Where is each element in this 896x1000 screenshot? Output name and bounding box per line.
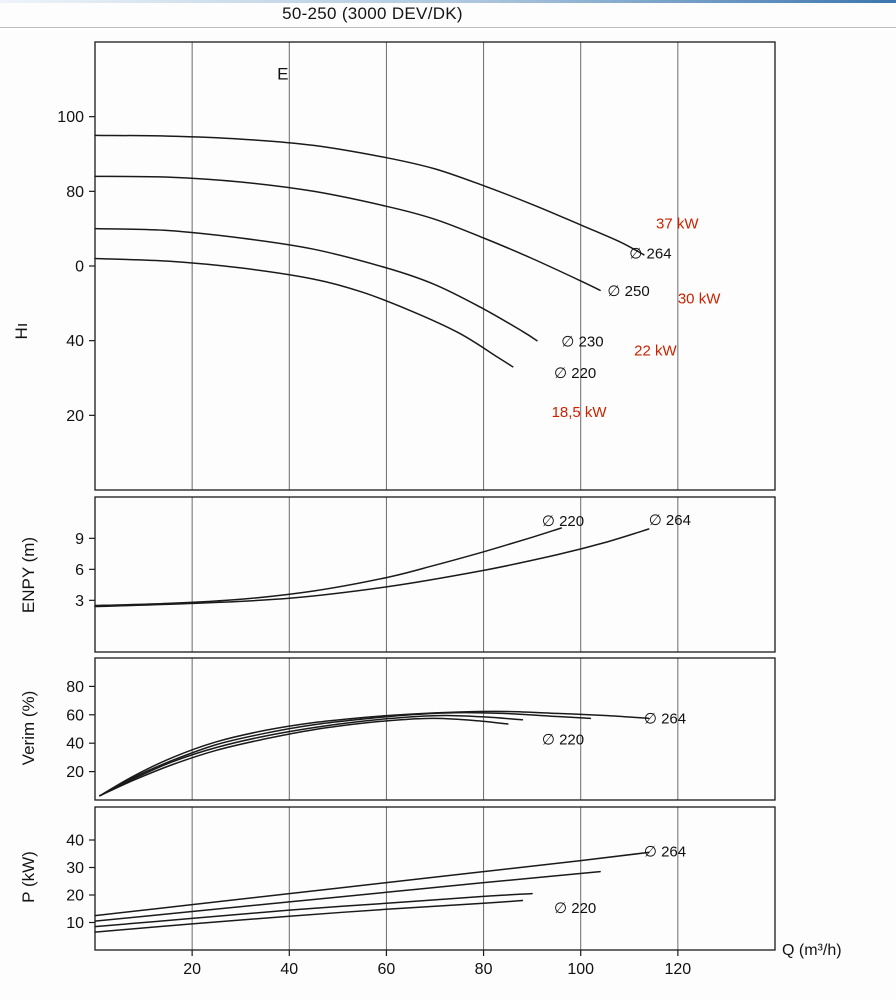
series-curve-d220 <box>94 527 563 607</box>
x-tick-label: 20 <box>183 961 201 978</box>
y-axis-label-power: P (kW) <box>19 851 38 903</box>
y-axis-label-npsh: ENPY (m) <box>19 536 38 614</box>
y-tick-label: 40 <box>66 736 84 753</box>
series-curve-d220 <box>94 257 514 368</box>
y-tick-label: 9 <box>75 531 84 548</box>
x-tick-label: 120 <box>665 961 692 978</box>
y-tick-label: 6 <box>75 562 84 579</box>
y-tick-label: 40 <box>66 833 84 850</box>
x-tick-label: 60 <box>378 961 396 978</box>
power-rating-label: 37 kW <box>656 216 699 233</box>
y-axis-label-efficiency: Verim (%) <box>19 690 38 766</box>
y-tick-label: 80 <box>66 679 84 696</box>
series-curve-d264 <box>94 134 645 256</box>
diameter-label: ∅ 264 <box>629 246 671 263</box>
y-tick-label: 20 <box>66 764 84 781</box>
top-accent-bar <box>0 0 896 3</box>
diameter-label: ∅ 220 <box>542 513 584 530</box>
power-rating-label: 30 kW <box>678 290 721 307</box>
y-tick-label: 60 <box>66 707 84 724</box>
y-axis-label-head: Hı <box>12 322 31 340</box>
x-tick-label: 100 <box>567 961 594 978</box>
chart-title: 50-250 (3000 DEV/DK) <box>282 4 463 23</box>
x-tick-label: 80 <box>475 961 493 978</box>
x-tick-label: 40 <box>280 961 298 978</box>
diameter-label: ∅ 220 <box>554 900 596 917</box>
power-rating-label: 18,5 kW <box>552 404 608 421</box>
panel-border <box>94 806 776 951</box>
y-tick-label: 80 <box>66 184 84 201</box>
y-tick-label: 30 <box>66 860 84 877</box>
title-underline <box>0 27 896 28</box>
y-tick-label: 40 <box>66 333 84 350</box>
series-curve-d220 <box>94 899 524 933</box>
diameter-label: ∅ 264 <box>644 710 686 727</box>
diameter-label: ∅ 264 <box>649 512 691 529</box>
x-axis-label: Q (m³/h) <box>782 942 842 959</box>
y-tick-label: 3 <box>75 593 84 610</box>
y-tick-label: 10 <box>66 915 84 932</box>
series-curve-d230 <box>99 714 524 797</box>
panel-power: 40 30 20 10 ∅ 264 ∅ 220 <box>66 806 776 951</box>
y-tick-label: 0 <box>75 259 84 276</box>
diameter-label: ∅ 230 <box>561 333 603 350</box>
panel-head: 100 80 0 40 20 E ∅ 264 ∅ 250 ∅ 230 ∅ 220 37 kW 30 k… <box>57 41 776 491</box>
series-curve-d230 <box>94 227 538 342</box>
series-curve-d250 <box>94 175 601 292</box>
panel-border <box>94 496 776 653</box>
zone-label-e: E <box>277 64 288 83</box>
diameter-label: ∅ 264 <box>644 844 686 861</box>
panel-border <box>94 657 776 801</box>
series-curve-d250 <box>94 870 601 922</box>
panel-efficiency: 80 60 40 20 ∅ 220 ∅ 264 <box>66 657 776 801</box>
panel-npsh: 9 6 3 ∅ 220 ∅ 264 <box>75 496 776 653</box>
series-curve-d264 <box>94 528 650 608</box>
power-rating-label: 22 kW <box>634 343 677 360</box>
panel-border <box>94 41 776 491</box>
y-tick-label: 20 <box>66 888 84 905</box>
series-curve-d264 <box>99 710 650 797</box>
diameter-label: ∅ 220 <box>554 365 596 382</box>
diameter-label: ∅ 220 <box>542 732 584 749</box>
series-curve-d264 <box>94 851 650 917</box>
y-tick-label: 20 <box>66 408 84 425</box>
series-curve-d220 <box>99 717 509 797</box>
series-curve-d230 <box>94 892 533 928</box>
diameter-label: ∅ 250 <box>607 283 649 300</box>
y-tick-label: 100 <box>57 109 84 126</box>
series-curve-d250 <box>99 711 592 797</box>
